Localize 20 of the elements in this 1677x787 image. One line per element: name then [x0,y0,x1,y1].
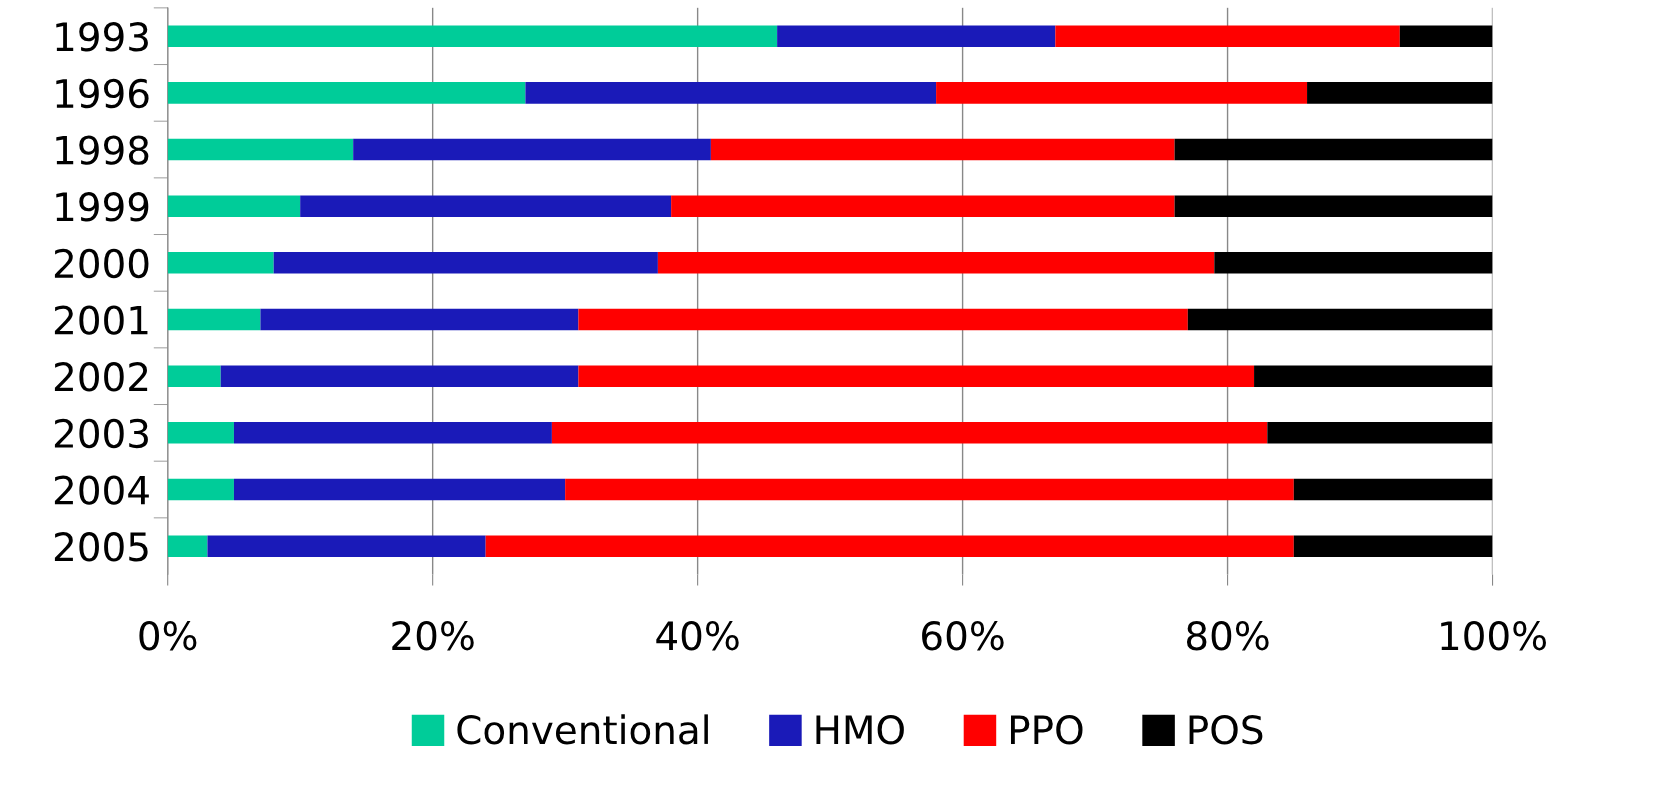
x-tick-label: 0% [139,621,197,651]
y-tick-label: 2005 [54,532,148,562]
legend-label: POS [1189,715,1263,745]
x-tick-label: 20% [392,621,474,651]
legend-label: HMO [816,715,904,745]
y-tick-label: 1999 [56,192,149,222]
y-tick-label: 2004 [54,475,149,505]
x-tick-label: 80% [1186,621,1269,651]
y-tick-label: 2001 [54,305,148,335]
y-tick-label: 1993 [56,22,148,52]
y-tick-label: 2003 [54,418,148,449]
x-tick-label: 60% [922,621,1004,651]
legend-label: Conventional [457,714,708,745]
legend-label: PPO [1010,715,1083,745]
y-tick-label: 2002 [54,362,148,392]
y-tick-label: 1998 [56,135,149,165]
y-tick-label: 2000 [54,248,149,279]
y-tick-label: 1996 [56,78,149,109]
x-tick-label: 40% [656,621,739,651]
x-tick-label: 100% [1441,621,1546,651]
